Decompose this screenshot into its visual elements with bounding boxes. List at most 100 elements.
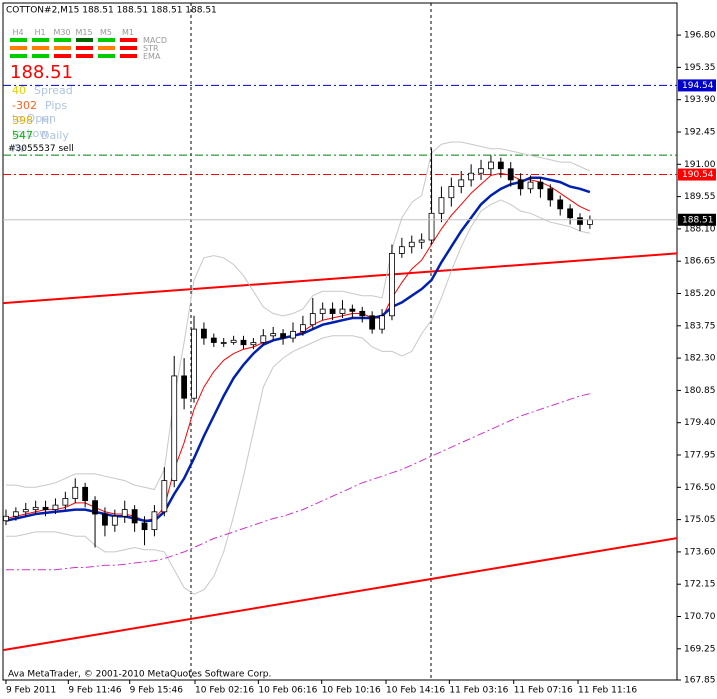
x-tick-label: 10 Feb 10:16 xyxy=(322,686,381,696)
current-price: 188.51 xyxy=(10,62,73,83)
candle-body xyxy=(369,315,376,330)
price-box xyxy=(678,168,716,181)
candle-body xyxy=(398,246,405,254)
signal-cell xyxy=(10,46,27,50)
stat-label: Pips to Open xyxy=(12,99,68,125)
price-box-label: 190.54 xyxy=(682,170,714,180)
candle-body xyxy=(577,217,583,225)
x-tick-label: 9 Feb 11:46 xyxy=(68,686,122,696)
candle-body xyxy=(22,509,29,513)
candle-body xyxy=(497,161,504,170)
y-tick-label: 192.45 xyxy=(684,127,716,137)
signal-cell xyxy=(54,46,71,50)
signal-cell xyxy=(10,54,27,58)
candle-body xyxy=(171,375,178,482)
candle-body xyxy=(191,328,197,399)
price-box xyxy=(678,213,716,226)
indicator-label: STR xyxy=(143,44,159,53)
candle-body xyxy=(220,342,227,344)
stat-row: 40 Spread xyxy=(12,84,73,97)
stat-row: 547 Daily Av xyxy=(12,129,69,155)
candle-body xyxy=(547,188,554,201)
signal-cell xyxy=(10,38,27,42)
candle-body xyxy=(290,330,296,339)
y-tick-label: 182.30 xyxy=(684,354,716,364)
y-tick-label: 188.10 xyxy=(684,224,716,234)
indicator-line xyxy=(5,176,591,522)
candle-body xyxy=(52,504,59,510)
timeframe-label: M30 xyxy=(53,28,71,37)
candle-body xyxy=(507,168,514,181)
candle-body xyxy=(438,197,445,214)
y-tick-label: 195.35 xyxy=(684,63,716,73)
order-label: #3055537 sell xyxy=(8,144,74,154)
y-tick-label: 189.55 xyxy=(684,192,716,202)
candle-body xyxy=(42,506,49,510)
candle-body xyxy=(121,509,128,517)
stat-label: Daily Av xyxy=(12,129,69,155)
candle-body xyxy=(488,161,494,170)
candle-body xyxy=(141,522,148,531)
signal-cell xyxy=(32,54,49,58)
candle-body xyxy=(339,308,346,314)
candle-body xyxy=(587,219,593,225)
x-tick-label: 10 Feb 02:16 xyxy=(195,686,254,696)
candle-body xyxy=(210,337,217,343)
signal-cell xyxy=(120,38,137,42)
signal-cell xyxy=(120,54,137,58)
y-tick-label: 183.75 xyxy=(684,321,716,331)
candle-body xyxy=(359,310,366,317)
candle-body xyxy=(389,252,395,317)
candle-body xyxy=(250,342,257,346)
candle-body xyxy=(102,513,108,526)
candle-body xyxy=(181,375,188,399)
candle-body xyxy=(72,486,79,499)
symbol-line: COTTON#2,M15 188.51 188.51 188.51 188.51 xyxy=(6,6,217,16)
plot-frame xyxy=(2,2,678,681)
candle-body xyxy=(309,313,316,326)
timeframe-label: M5 xyxy=(100,28,112,37)
stat-value: -302 xyxy=(12,99,37,112)
timeframe-label: H1 xyxy=(34,28,46,37)
candle-body xyxy=(478,168,484,174)
candle-body xyxy=(319,308,326,314)
x-tick-label: 10 Feb 14:16 xyxy=(386,686,445,696)
signal-cell xyxy=(32,46,49,50)
candle-body xyxy=(299,324,306,332)
candle-body xyxy=(161,480,168,513)
y-tick-label: 170.70 xyxy=(684,612,716,622)
indicator-label: MACD xyxy=(143,36,167,45)
y-tick-label: 167.85 xyxy=(684,676,716,686)
candle-body xyxy=(111,515,118,526)
candle-body xyxy=(12,511,19,517)
candle-body xyxy=(92,500,98,515)
stat-value: 40 xyxy=(12,84,26,97)
y-tick-label: 169.25 xyxy=(684,644,716,654)
candle-body xyxy=(131,509,138,524)
candle-body xyxy=(418,239,425,243)
signal-cell xyxy=(76,38,93,42)
candle-body xyxy=(240,339,247,346)
stat-row: 398 Hi to Low xyxy=(12,114,52,140)
signal-cell xyxy=(54,54,71,58)
signal-cell xyxy=(54,38,71,42)
price-box-label: 194.54 xyxy=(682,81,714,91)
signal-cell xyxy=(98,46,115,50)
candle-body xyxy=(527,181,534,190)
y-tick-label: 191.00 xyxy=(684,160,716,170)
y-tick-label: 193.90 xyxy=(684,95,716,105)
candle-body xyxy=(468,172,475,181)
candle-body xyxy=(349,308,356,312)
timeframe-label: M15 xyxy=(75,28,93,37)
candle-body xyxy=(82,486,89,502)
x-tick-label: 9 Feb 2011 xyxy=(6,686,56,696)
x-tick-label: 9 Feb 15:46 xyxy=(130,686,184,696)
trend-line xyxy=(2,537,678,652)
timeframe-label: H4 xyxy=(12,28,24,37)
signal-cell xyxy=(76,46,93,50)
y-tick-label: 186.65 xyxy=(684,257,716,267)
signal-cell xyxy=(98,54,115,58)
indicator-label: EMA xyxy=(143,52,161,61)
